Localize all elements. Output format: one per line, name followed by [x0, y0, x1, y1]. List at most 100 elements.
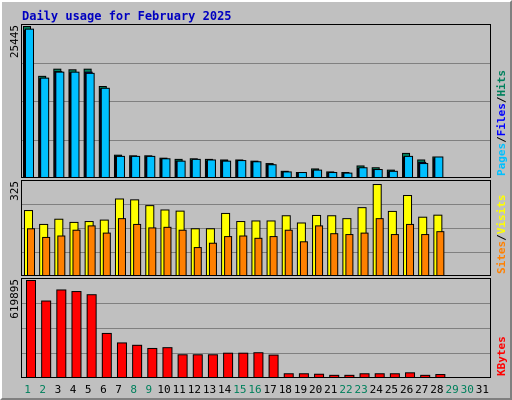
kbytes-bar — [132, 344, 143, 379]
sites-bar — [42, 236, 51, 276]
sites-bar — [102, 232, 111, 277]
pages-bar — [267, 164, 277, 178]
sites-bar — [390, 234, 399, 276]
sites-bar — [269, 236, 278, 276]
x-tick-label: 31 — [476, 383, 489, 396]
kbytes-bar — [374, 373, 385, 379]
pages-bar — [206, 159, 216, 179]
x-tick-label: 30 — [461, 383, 474, 396]
sites-bar — [163, 226, 172, 276]
kbytes-bar — [435, 374, 446, 379]
pages-bar — [313, 169, 323, 179]
legend-label-part: Hits — [495, 70, 508, 97]
pages-bar — [282, 171, 292, 179]
sites-bar — [57, 235, 66, 276]
x-tick-label: 25 — [385, 383, 398, 396]
x-tick-label: 13 — [203, 383, 216, 396]
sites-bar — [360, 232, 369, 277]
kbytes-bar — [177, 354, 188, 379]
x-tick-label: 24 — [370, 383, 384, 396]
kbytes-bar — [359, 373, 370, 379]
pages-bar — [358, 167, 368, 178]
pages-bar — [115, 155, 125, 179]
pages-bar — [40, 77, 50, 178]
visits-sites-y-max-label: 325 — [8, 181, 21, 201]
kbytes-bar — [71, 291, 82, 379]
sites-bar — [345, 234, 354, 276]
x-tick-label: 17 — [264, 383, 277, 396]
kbytes-bar — [298, 373, 309, 379]
pages-bar — [85, 72, 95, 178]
pages-bar — [161, 158, 171, 179]
pages-bar — [252, 161, 262, 178]
sites-bar — [284, 229, 293, 277]
sites-bar — [87, 225, 96, 276]
x-tick-label: 29 — [445, 383, 458, 396]
x-tick-label: 22 — [339, 383, 352, 396]
kbytes-bar — [147, 347, 158, 378]
kbytes-bar — [389, 373, 400, 379]
x-tick-label: 27 — [415, 383, 428, 396]
pages-bar — [328, 172, 338, 179]
pages-bar — [222, 160, 232, 178]
x-tick-label: 20 — [309, 383, 322, 396]
sites-bar — [299, 241, 308, 277]
sites-bar — [133, 223, 142, 276]
x-tick-label: 16 — [248, 383, 261, 396]
x-tick-label: 18 — [279, 383, 292, 396]
sites-bar — [254, 237, 263, 276]
pages-bar — [343, 172, 353, 179]
hits-files-pages-y-max-label: 25445 — [8, 25, 21, 58]
x-tick-label: 23 — [355, 383, 368, 396]
kbytes-bar — [26, 280, 36, 378]
legend-label-part: Visits — [495, 195, 508, 235]
sites-bar — [375, 218, 384, 276]
x-tick-label: 6 — [100, 383, 107, 396]
sites-bar — [148, 227, 157, 276]
x-tick-label: 4 — [70, 383, 77, 396]
kbytes-bar — [207, 354, 218, 379]
kbytes-bar — [405, 372, 416, 379]
kbytes-bar — [101, 332, 112, 378]
pages-bar — [373, 169, 383, 178]
legend-label-part: KBytes — [495, 336, 508, 376]
kbytes-y-max-label: 619895 — [8, 279, 21, 319]
pages-bar — [237, 160, 247, 178]
sites-bar — [193, 247, 202, 276]
kbytes-bar — [41, 300, 52, 379]
x-tick-label: 28 — [430, 383, 443, 396]
kbytes-legend-label: KBytes — [495, 336, 508, 376]
sites-bar — [178, 229, 187, 277]
legend-label-part: / — [495, 136, 508, 143]
pages-bar — [70, 71, 80, 178]
x-tick-label: 7 — [115, 383, 122, 396]
legend-label-part: Files — [495, 103, 508, 136]
legend-label-part: / — [495, 234, 508, 241]
sites-bar — [239, 235, 248, 276]
x-tick-label: 8 — [130, 383, 137, 396]
kbytes-bar — [314, 373, 325, 379]
kbytes-bar — [329, 374, 340, 378]
kbytes-bar — [162, 347, 173, 379]
x-tick-label: 12 — [188, 383, 201, 396]
x-tick-label: 19 — [294, 383, 307, 396]
sites-bar — [315, 225, 324, 276]
kbytes-bar — [86, 294, 97, 378]
x-tick-label: 5 — [85, 383, 92, 396]
kbytes-bar — [192, 354, 203, 379]
pages-bar — [297, 172, 307, 179]
x-tick-label: 11 — [173, 383, 186, 396]
legend-label-part: / — [495, 96, 508, 103]
visits-sites-legend-label: Sites/Visits — [495, 195, 508, 275]
kbytes-bar — [344, 374, 355, 378]
sites-bar — [406, 223, 415, 276]
pages-bar — [25, 28, 34, 179]
sites-bar — [208, 242, 217, 277]
pages-bar — [404, 155, 414, 179]
sites-bar — [436, 231, 445, 277]
x-tick-label: 9 — [146, 383, 153, 396]
pages-bar — [388, 170, 398, 179]
pages-bar — [434, 156, 444, 179]
sites-bar — [72, 229, 81, 277]
x-tick-label: 3 — [55, 383, 62, 396]
